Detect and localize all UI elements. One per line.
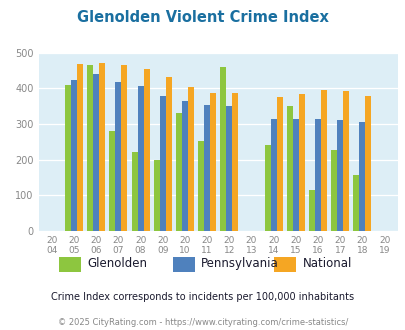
Bar <box>314 119 320 231</box>
Bar <box>87 65 93 231</box>
Bar <box>337 120 342 231</box>
Bar <box>210 93 215 231</box>
Bar <box>330 150 337 231</box>
Bar <box>226 106 232 231</box>
Bar <box>358 122 364 231</box>
Bar <box>99 63 105 231</box>
Bar <box>115 82 121 231</box>
Text: National: National <box>302 257 351 270</box>
Bar <box>181 101 188 231</box>
Bar <box>264 146 270 231</box>
Bar <box>153 160 160 231</box>
Bar <box>160 96 165 231</box>
Bar <box>77 64 83 231</box>
Bar <box>204 105 210 231</box>
Bar <box>121 65 127 231</box>
Text: Glenolden: Glenolden <box>87 257 147 270</box>
Bar <box>364 96 371 231</box>
Bar <box>93 74 99 231</box>
Bar <box>65 85 71 231</box>
Bar <box>137 85 143 231</box>
Bar <box>270 119 276 231</box>
Text: Crime Index corresponds to incidents per 100,000 inhabitants: Crime Index corresponds to incidents per… <box>51 292 354 302</box>
Bar <box>220 67 226 231</box>
Bar <box>188 87 194 231</box>
Bar <box>71 80 77 231</box>
Bar <box>352 175 358 231</box>
Bar <box>109 131 115 231</box>
Bar <box>298 94 304 231</box>
Bar <box>342 90 348 231</box>
Text: Glenolden Violent Crime Index: Glenolden Violent Crime Index <box>77 10 328 25</box>
Bar <box>175 114 181 231</box>
Bar <box>143 69 149 231</box>
Bar <box>308 190 314 231</box>
Bar <box>286 106 292 231</box>
Bar <box>320 90 326 231</box>
Bar <box>165 77 171 231</box>
Text: Pennsylvania: Pennsylvania <box>200 257 278 270</box>
Bar <box>276 97 282 231</box>
Bar <box>198 141 204 231</box>
Bar <box>232 93 238 231</box>
Text: © 2025 CityRating.com - https://www.cityrating.com/crime-statistics/: © 2025 CityRating.com - https://www.city… <box>58 318 347 327</box>
Bar <box>292 119 298 231</box>
Bar <box>131 152 137 231</box>
